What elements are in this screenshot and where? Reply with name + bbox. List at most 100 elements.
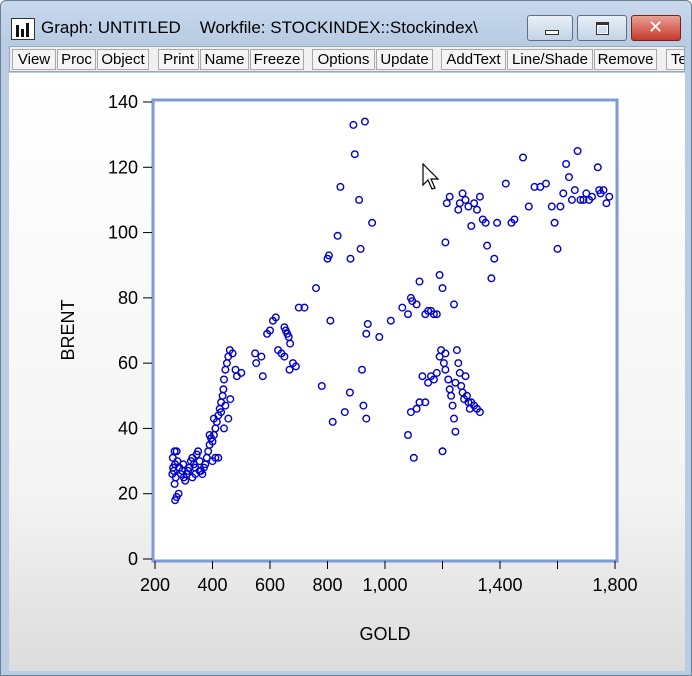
- name-button[interactable]: Name: [200, 49, 249, 70]
- scatter-point: [441, 365, 450, 374]
- scatter-point: [349, 120, 358, 129]
- scatter-point: [553, 244, 562, 253]
- title-bar[interactable]: Graph: UNTITLED Workfile: STOCKINDEX::St…: [1, 1, 691, 45]
- scatter-point: [493, 218, 502, 227]
- scatter-point: [510, 215, 519, 224]
- line-shade-button[interactable]: Line/Shade: [507, 49, 593, 70]
- close-button[interactable]: [631, 15, 681, 41]
- scatter-point: [333, 231, 342, 240]
- scatter-point: [464, 202, 473, 211]
- minimize-button[interactable]: [527, 15, 573, 41]
- scatter-point: [473, 205, 482, 214]
- scatter-point: [599, 186, 608, 195]
- scatter-point: [362, 414, 371, 423]
- scatter-point: [294, 303, 303, 312]
- scatter-point: [360, 117, 369, 126]
- x-tick-label: 1,400: [477, 575, 522, 595]
- scatter-point: [214, 453, 223, 462]
- scatter-point: [483, 241, 492, 250]
- scatter-point: [375, 333, 384, 342]
- scatter-point: [455, 368, 464, 377]
- scatter-point: [406, 408, 415, 417]
- scatter-point: [570, 186, 579, 195]
- scatter-point: [547, 202, 556, 211]
- scatter-point: [441, 238, 450, 247]
- scatter-point: [291, 362, 300, 371]
- y-tick-label: 100: [108, 223, 138, 243]
- scatter-point: [450, 414, 459, 423]
- y-tick-label: 140: [108, 92, 138, 112]
- scatter-point: [359, 401, 368, 410]
- addtext-button[interactable]: AddText: [441, 49, 506, 70]
- scatter-point: [445, 192, 454, 201]
- remove-button[interactable]: Remove: [594, 49, 657, 70]
- scatter-point: [219, 385, 228, 394]
- scatter-point: [409, 453, 418, 462]
- scatter-point: [487, 274, 496, 283]
- scatter-point: [458, 189, 467, 198]
- scatter-point: [312, 284, 321, 293]
- scatter-point: [559, 189, 568, 198]
- x-tick-label: 1,800: [592, 575, 637, 595]
- scatter-point: [415, 277, 424, 286]
- graph-area: 200 400 600 800 1,000 1,400 1,800 0 20 40 60 80 100 1…: [9, 73, 685, 671]
- object-button[interactable]: Object: [97, 49, 149, 70]
- scatter-point: [450, 300, 459, 309]
- scatter-point: [211, 453, 220, 462]
- scatter-point: [266, 326, 275, 335]
- y-tick-label: 0: [128, 549, 138, 569]
- x-tick-label: 400: [197, 575, 227, 595]
- y-axis-label: BRENT: [58, 299, 78, 360]
- scatter-point: [565, 173, 574, 182]
- scatter-point: [257, 352, 266, 361]
- scatter-point: [490, 254, 499, 263]
- scatter-point: [576, 195, 585, 204]
- scatter-point: [209, 414, 218, 423]
- scatter-point: [447, 391, 456, 400]
- scatter-point: [593, 163, 602, 172]
- proc-button[interactable]: Proc: [57, 49, 96, 70]
- scatter-point: [324, 251, 333, 260]
- view-button[interactable]: View: [12, 49, 56, 70]
- maximize-button[interactable]: [577, 15, 627, 41]
- scatter-point: [404, 431, 413, 440]
- scatter-point: [356, 244, 365, 253]
- scatter-point: [536, 182, 545, 191]
- scatter-point: [519, 153, 528, 162]
- scatter-point: [451, 427, 460, 436]
- scatter-point: [562, 159, 571, 168]
- scatter-point: [435, 270, 444, 279]
- scatter-point: [336, 182, 345, 191]
- data-points: [168, 117, 614, 505]
- options-button[interactable]: Options: [312, 49, 375, 70]
- plot-frame: [151, 98, 619, 563]
- scatter-point: [542, 179, 551, 188]
- scatter-point: [368, 218, 377, 227]
- scatter-point: [451, 378, 460, 387]
- update-button[interactable]: Update: [376, 49, 433, 70]
- y-tick-label: 80: [118, 288, 138, 308]
- scatter-point: [226, 395, 235, 404]
- template-button[interactable]: Te: [666, 49, 684, 70]
- scatter-point: [398, 303, 407, 312]
- scatter-point: [454, 359, 463, 368]
- scatter-point: [602, 199, 611, 208]
- print-button[interactable]: Print: [158, 49, 199, 70]
- x-tick-label: 1,000: [362, 575, 407, 595]
- scatter-point: [415, 398, 424, 407]
- scatter-point: [221, 401, 230, 410]
- scatter-point: [358, 365, 367, 374]
- scatter-point: [556, 202, 565, 211]
- scatter-point: [195, 466, 204, 475]
- window-title: Graph: UNTITLED Workfile: STOCKINDEX::St…: [41, 18, 478, 37]
- y-tick-label: 20: [118, 484, 138, 504]
- scatter-point: [588, 192, 597, 201]
- scatter-point: [286, 339, 295, 348]
- scatter-point: [605, 192, 614, 201]
- scatter-point: [444, 375, 453, 384]
- freeze-button[interactable]: Freeze: [250, 49, 304, 70]
- scatter-point: [452, 346, 461, 355]
- scatter-point: [550, 218, 559, 227]
- scatter-point: [300, 303, 309, 312]
